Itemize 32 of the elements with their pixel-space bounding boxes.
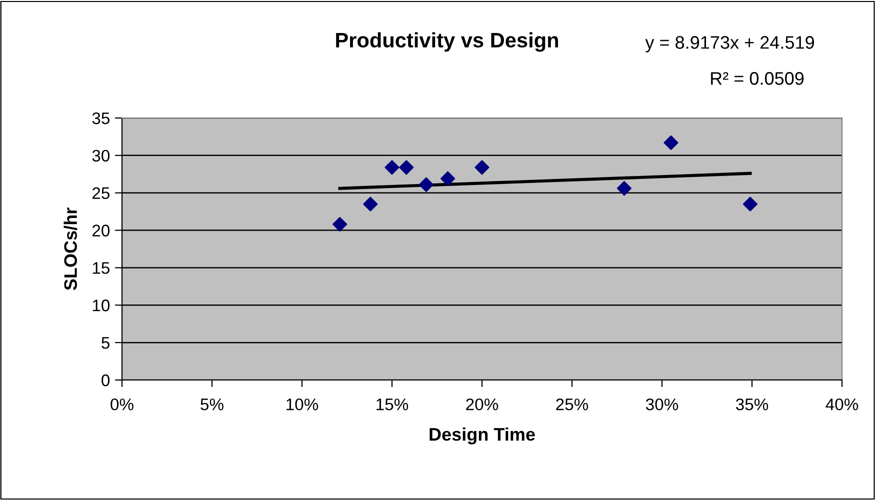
y-tick-label: 25 bbox=[92, 187, 110, 200]
y-axis-title: SLOCs/hr bbox=[64, 208, 78, 290]
x-tick-label: 0% bbox=[110, 398, 134, 410]
x-tick-label: 20% bbox=[466, 398, 498, 410]
point bbox=[664, 135, 678, 150]
y-tick-label: 20 bbox=[92, 224, 110, 236]
point bbox=[474, 160, 490, 175]
y-tick-label: 0 bbox=[102, 374, 110, 386]
x-tick-label: 30% bbox=[646, 398, 678, 410]
point bbox=[742, 196, 758, 212]
x-tick-label: 25% bbox=[556, 398, 588, 410]
text: R² = 0.0509 bbox=[711, 72, 804, 85]
point bbox=[418, 177, 434, 192]
chart-title: Productivity vs Design bbox=[336, 32, 558, 52]
point bbox=[440, 171, 456, 186]
y-tick-label: 15 bbox=[92, 262, 110, 274]
point bbox=[363, 196, 378, 212]
x-tick-label: 10% bbox=[286, 398, 318, 410]
point bbox=[384, 160, 400, 175]
y-tick-label: 10 bbox=[92, 300, 110, 312]
x-tick-label: 35% bbox=[736, 398, 768, 410]
x-tick-label: 5% bbox=[200, 398, 224, 410]
x-tick-label: 15% bbox=[376, 398, 408, 410]
point bbox=[399, 160, 414, 175]
y-tick-label: 35 bbox=[92, 112, 110, 124]
text: y = 8.9173x + 24.519 bbox=[645, 36, 814, 52]
x-tick-label: 40% bbox=[826, 398, 858, 410]
point bbox=[616, 181, 632, 196]
y-tick-label: 30 bbox=[92, 150, 110, 162]
x-axis-title: Design Time bbox=[430, 427, 535, 444]
point bbox=[332, 217, 348, 232]
y-tick-label: 5 bbox=[102, 337, 110, 349]
